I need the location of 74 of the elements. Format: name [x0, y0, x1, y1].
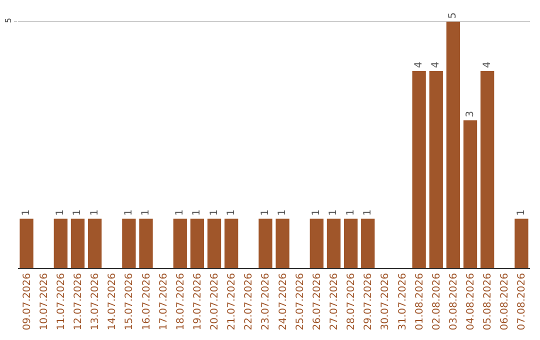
bar	[326, 218, 341, 268]
x-tick-label: 15.07.2026	[124, 273, 136, 330]
x-tick-label: 09.07.2026	[22, 273, 33, 330]
bar	[412, 70, 426, 268]
x-tick-label: 10.07.2026	[38, 273, 50, 330]
x-tick-label: 11.07.2026	[56, 273, 67, 330]
bar	[446, 22, 460, 268]
x-tick-label: 14.07.2026	[107, 273, 118, 330]
bar	[463, 120, 478, 268]
bar	[88, 218, 102, 268]
bar	[190, 218, 204, 268]
data-label: 5	[448, 12, 459, 19]
bar	[480, 70, 494, 268]
bar	[224, 218, 238, 268]
x-tick-label: 03.08.2026	[448, 273, 460, 330]
x-tick-label: 28.07.2026	[346, 273, 358, 330]
data-label: 1	[140, 209, 152, 216]
bar	[344, 218, 358, 268]
data-label: 4	[430, 62, 442, 68]
data-label: 1	[208, 209, 220, 216]
x-tick-label: 22.07.2026	[244, 273, 255, 330]
bar	[514, 218, 528, 268]
data-label: 4	[414, 62, 425, 68]
bar	[139, 218, 153, 268]
x-tick-label: 04.08.2026	[466, 273, 477, 330]
x-tick-label: 02.08.2026	[431, 273, 442, 330]
x-tick-label: 25.07.2026	[294, 273, 306, 330]
x-tick-label: 31.07.2026	[397, 273, 408, 330]
x-tick-label: 23.07.2026	[260, 273, 272, 330]
x-tick-label: 21.07.2026	[226, 273, 238, 330]
x-tick-label: 18.07.2026	[175, 273, 186, 330]
x-tick-label: 27.07.2026	[328, 273, 340, 330]
data-label: 1	[123, 209, 134, 216]
data-label: 1	[89, 209, 100, 216]
bar	[70, 218, 85, 268]
data-label: 1	[72, 209, 84, 216]
data-label: 1	[311, 209, 322, 216]
bar	[122, 218, 136, 268]
x-tick-label: 20.07.2026	[210, 273, 221, 330]
x-tick-label: 29.07.2026	[363, 273, 374, 330]
x-tick-label: 07.08.2026	[516, 273, 528, 330]
x-tick-label: 12.07.2026	[72, 273, 84, 330]
data-label: 1	[277, 209, 288, 216]
data-label: 1	[516, 209, 527, 216]
data-label: 1	[362, 209, 374, 216]
x-tick-label: 17.07.2026	[158, 273, 170, 330]
bar	[361, 218, 375, 268]
bar	[207, 218, 222, 268]
x-tick-label: 26.07.2026	[312, 273, 323, 330]
x-tick-label: 19.07.2026	[192, 273, 204, 330]
data-label: 1	[226, 209, 237, 216]
bar	[20, 218, 34, 268]
data-label: 1	[345, 209, 356, 216]
data-label: 1	[21, 209, 32, 216]
bar	[429, 70, 443, 268]
bar	[310, 218, 324, 268]
x-tick-label: 13.07.2026	[90, 273, 102, 330]
bar	[276, 218, 290, 268]
x-tick-label: 01.08.2026	[414, 273, 426, 330]
data-label: 1	[192, 209, 203, 216]
data-label: 1	[174, 209, 186, 216]
data-label: 3	[464, 110, 476, 118]
x-tick-label: 16.07.2026	[141, 273, 152, 330]
bar	[54, 218, 68, 268]
bar	[258, 218, 272, 268]
x-tick-label: 30.07.2026	[380, 273, 392, 330]
x-tick-label: 06.08.2026	[500, 273, 511, 330]
bar	[173, 218, 187, 268]
x-tick-label: 24.07.2026	[278, 273, 289, 330]
data-label: 1	[55, 209, 66, 216]
data-label: 4	[482, 62, 493, 68]
data-label: 1	[260, 209, 271, 216]
data-label: 1	[328, 209, 340, 216]
x-tick-label: 05.08.2026	[482, 273, 494, 330]
